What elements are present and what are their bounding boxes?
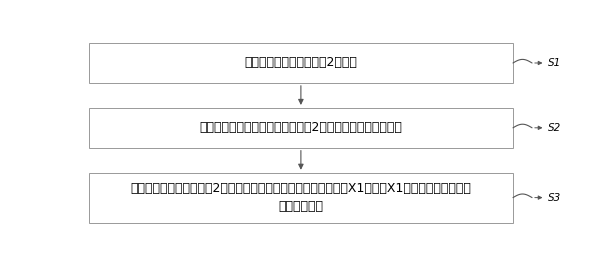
- Text: S3: S3: [548, 193, 561, 203]
- Text: 根据工况，向质子交换膜燃料电池2的特定入口通入特定气体: 根据工况，向质子交换膜燃料电池2的特定入口通入特定气体: [199, 121, 402, 134]
- Bar: [89, 173, 513, 222]
- Text: 获得质子交换膜燃料电池2的特定出口的尾气中的目标气体的含量X1，根据X1获得质子交换膜燃料
电池衰减趋势: 获得质子交换膜燃料电池2的特定出口的尾气中的目标气体的含量X1，根据X1获得质子…: [130, 182, 471, 213]
- Text: S1: S1: [548, 58, 561, 68]
- Bar: [89, 108, 513, 148]
- Text: 获得质子交换膜燃料电池2的工况: 获得质子交换膜燃料电池2的工况: [244, 56, 357, 69]
- Bar: [89, 43, 513, 83]
- Text: S2: S2: [548, 123, 561, 133]
